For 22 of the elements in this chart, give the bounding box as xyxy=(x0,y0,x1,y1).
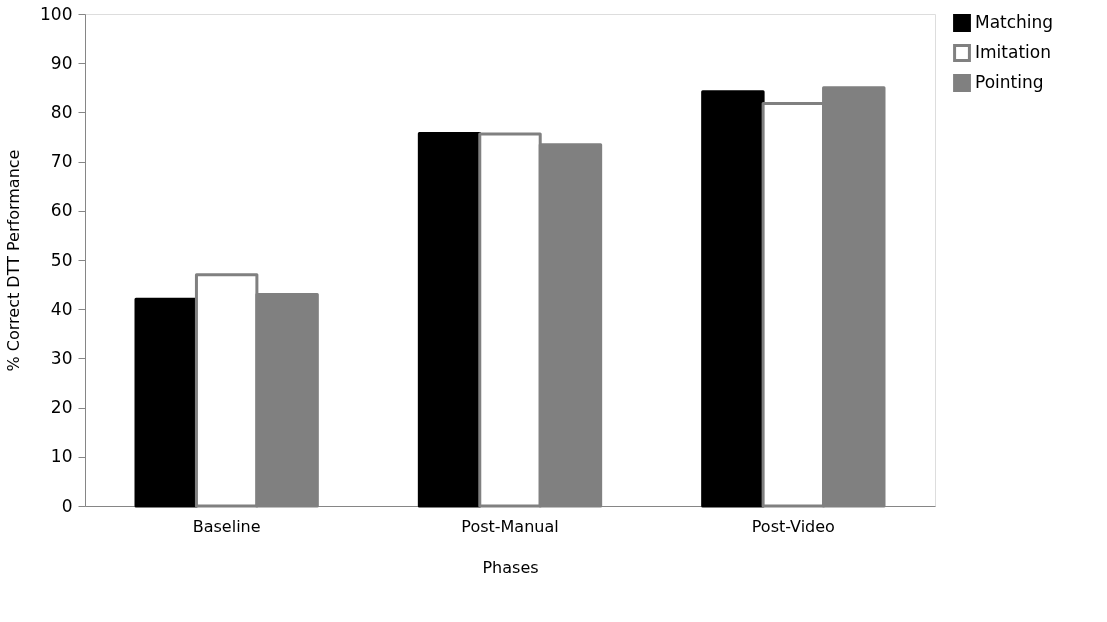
x-axis-title: Phases xyxy=(482,557,539,577)
x-tick-label: Post-Manual xyxy=(461,516,559,536)
bar xyxy=(134,297,198,508)
y-tick-label: 10 xyxy=(50,446,73,467)
y-tick-label: 60 xyxy=(50,200,73,221)
legend-label: Pointing xyxy=(975,72,1044,92)
y-tick-label: 20 xyxy=(50,397,73,418)
y-tick-label: 70 xyxy=(50,151,73,172)
bar xyxy=(701,90,765,508)
y-tick-label: 0 xyxy=(61,495,73,516)
bar xyxy=(417,132,482,508)
y-tick-label: 50 xyxy=(50,249,73,270)
y-tick-label: 100 xyxy=(40,3,73,24)
y-axis-title: % Correct DTT Performance xyxy=(4,149,24,372)
legend-label: Matching xyxy=(975,12,1054,32)
y-tick-label: 80 xyxy=(50,101,73,122)
legend-label: Imitation xyxy=(975,42,1051,62)
y-tick-label: 40 xyxy=(50,298,73,319)
x-tick-label: Baseline xyxy=(192,516,261,536)
x-tick-label: Post-Video xyxy=(751,516,835,536)
y-tick-label: 30 xyxy=(50,347,73,368)
y-tick-label: 90 xyxy=(50,52,73,73)
